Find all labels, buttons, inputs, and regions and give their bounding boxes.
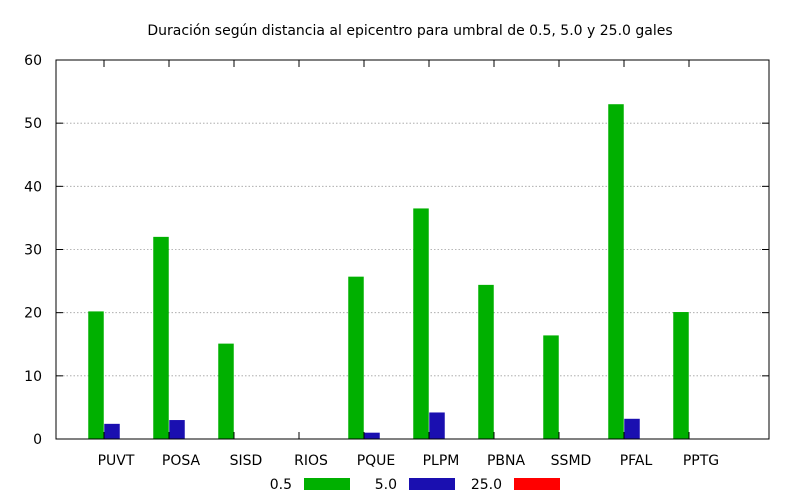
legend-label: 0.5 bbox=[270, 477, 292, 493]
x-tick-label: PQUE bbox=[357, 453, 396, 469]
x-axis: PUVT POSA SISD RIOS PQUE PLPM PBNA SSMD PFAL PPTG bbox=[98, 60, 719, 469]
x-tick-label: SSMD bbox=[551, 453, 592, 469]
x-tick-label: PPTG bbox=[683, 453, 719, 469]
x-tick-label: PUVT bbox=[98, 453, 135, 469]
bar-pfal-5-0 bbox=[624, 418, 640, 439]
x-tick-label: PFAL bbox=[620, 453, 653, 469]
bar-puvt-0-5 bbox=[88, 311, 104, 439]
bar-posa-0-5 bbox=[153, 236, 169, 439]
legend-swatch bbox=[409, 478, 455, 490]
legend-label: 5.0 bbox=[375, 477, 397, 493]
bar-puvt-5-0 bbox=[104, 423, 120, 439]
legend-swatch bbox=[514, 478, 560, 490]
x-tick-label: POSA bbox=[162, 453, 201, 469]
legend-label: 25.0 bbox=[471, 477, 502, 493]
bar-plpm-0-5 bbox=[413, 208, 429, 439]
y-tick-label: 40 bbox=[24, 179, 42, 195]
bar-sisd-0-5 bbox=[218, 343, 234, 439]
y-tick-label: 60 bbox=[24, 53, 42, 69]
x-tick-label: RIOS bbox=[294, 453, 328, 469]
y-tick-label: 10 bbox=[24, 369, 42, 385]
bar-pptg-0-5 bbox=[673, 312, 689, 439]
y-axis: 0 10 20 30 40 50 60 bbox=[24, 53, 769, 448]
legend-swatch bbox=[304, 478, 350, 490]
y-tick-label: 30 bbox=[24, 243, 42, 259]
y-tick-label: 0 bbox=[33, 432, 42, 448]
chart-title: Duración según distancia al epicentro pa… bbox=[147, 23, 672, 39]
x-tick-label: PBNA bbox=[487, 453, 526, 469]
legend: 0.5 5.0 25.0 bbox=[270, 477, 560, 493]
bar-ssmd-0-5 bbox=[543, 335, 559, 439]
y-tick-label: 50 bbox=[24, 116, 42, 132]
bar-plpm-5-0 bbox=[429, 412, 445, 439]
x-tick-label: SISD bbox=[230, 453, 263, 469]
bar-pque-0-5 bbox=[348, 276, 364, 439]
bars bbox=[88, 104, 689, 439]
bar-pfal-0-5 bbox=[608, 104, 624, 439]
y-tick-label: 20 bbox=[24, 306, 42, 322]
x-tick-label: PLPM bbox=[423, 453, 460, 469]
bar-pque-5-0 bbox=[364, 432, 380, 439]
bar-pbna-0-5 bbox=[478, 284, 494, 439]
bar-posa-5-0 bbox=[169, 420, 185, 439]
